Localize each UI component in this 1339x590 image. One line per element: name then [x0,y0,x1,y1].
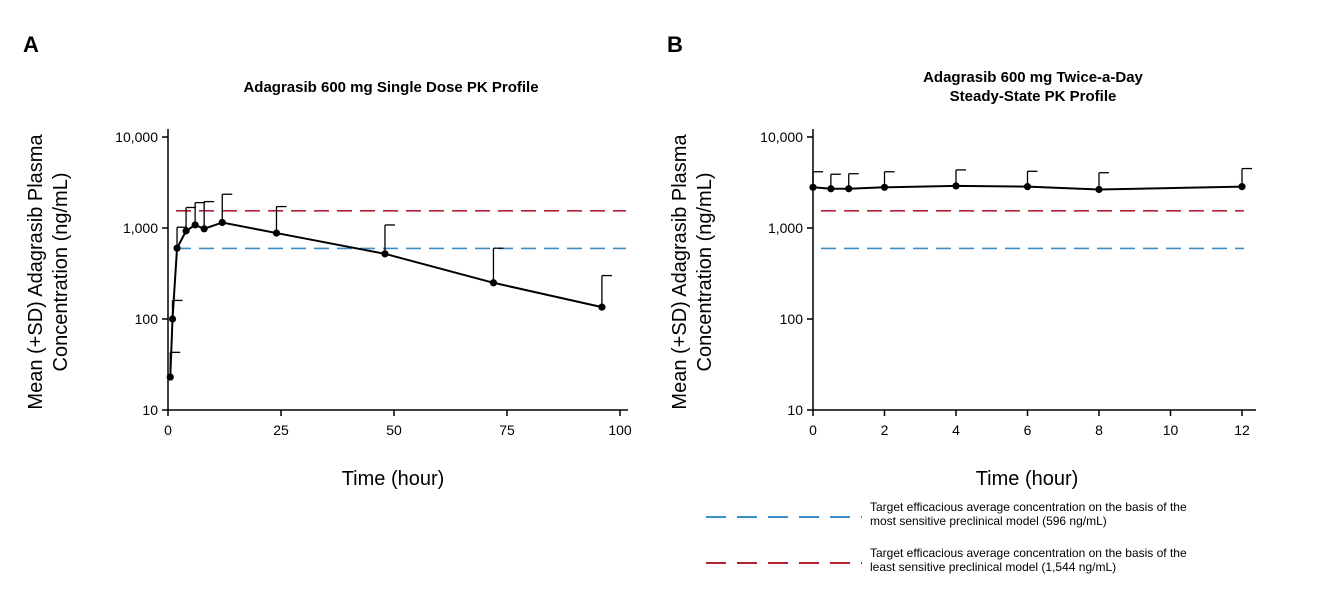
chart-b-x-tick-label: 10 [1163,422,1179,438]
chart-a-title: Adagrasib 600 mg Single Dose PK Profile [243,79,538,96]
chart-a-plot: 10 100 1,000 10,000 0 25 50 75 100 [115,129,632,438]
chart-b-y-tick-label: 10 [787,402,803,418]
chart-b-data-point [1023,183,1032,191]
chart-b-x-tick-label: 12 [1234,422,1250,438]
chart-a-data-point [489,279,498,287]
chart-a-y-tick-label: 10 [142,402,158,418]
chart-b-title-line1: Adagrasib 600 mg Twice-a-Day [923,69,1143,86]
chart-a-x-tick-label: 0 [164,422,172,438]
chart-a-data-point [218,218,226,227]
chart-b-ylabel-line2: Concentration (ng/mL) [694,173,716,372]
legend-red-line2: least sensitive preclinical model (1,544… [870,560,1116,574]
chart-a-ylabel-line1: Mean (+SD) Adagrasib Plasma [25,134,47,410]
chart-b-x-tick-label: 4 [952,422,960,438]
chart-a-y-tick-label: 10,000 [115,129,158,145]
chart-a-y-tick-label: 1,000 [123,220,158,236]
chart-b-data-point [1095,185,1103,194]
chart-a-data-point [168,315,177,323]
chart-a-data-point [200,225,208,233]
chart-b-title-line2: Steady-State PK Profile [950,88,1117,105]
chart-b-xlabel: Time (hour) [976,468,1079,490]
chart-a-y-tick-label: 100 [135,311,159,327]
chart-b-x-tick-label: 2 [881,422,889,438]
chart-a-xlabel: Time (hour) [342,468,445,490]
legend-blue-line2: most sensitive preclinical model (596 ng… [870,514,1107,528]
chart-b-x-tick-label: 6 [1024,422,1032,438]
chart-b-data-point [880,183,889,191]
chart-b-data-point [845,185,853,193]
legend-blue-line1: Target efficacious average concentration… [870,500,1187,514]
chart-b-ylabel-line1: Mean (+SD) Adagrasib Plasma [669,134,691,410]
chart-b-y-tick-label: 100 [780,311,804,327]
chart-a-data-point [182,227,190,235]
chart-a-x-tick-label: 25 [273,422,289,438]
chart-a-data-point [272,229,281,237]
chart-b-data-point [809,183,817,191]
chart-b-data-point [1238,183,1246,191]
chart-a-ylabel-line2: Concentration (ng/mL) [50,173,72,372]
chart-a-data-point [598,303,606,311]
legend-red-line1: Target efficacious average concentration… [870,546,1187,560]
chart-a-data-point [173,244,181,252]
chart-b-y-tick-label: 10,000 [760,129,803,145]
chart-a-data-point [191,221,199,229]
chart-a-data-point [381,250,389,258]
chart-b-data-point [952,182,960,190]
chart-a-series-line [169,221,603,378]
chart-a-x-tick-label: 50 [386,422,402,438]
panel-b-letter: B [667,32,683,57]
chart-b-data-point [827,185,835,193]
chart-b-y-tick-label: 1,000 [768,220,803,236]
chart-b-plot: 10 100 1,000 10,000 0 2 4 6 8 10 12 [760,129,1256,438]
panel-a-letter: A [23,32,39,57]
chart-a-x-tick-label: 100 [608,422,632,438]
chart-a-x-tick-label: 75 [499,422,515,438]
legend: Target efficacious average concentration… [706,500,1187,574]
chart-a-data-point [166,373,174,381]
chart-b-x-tick-label: 0 [809,422,817,438]
chart-b-x-tick-label: 8 [1095,422,1103,438]
